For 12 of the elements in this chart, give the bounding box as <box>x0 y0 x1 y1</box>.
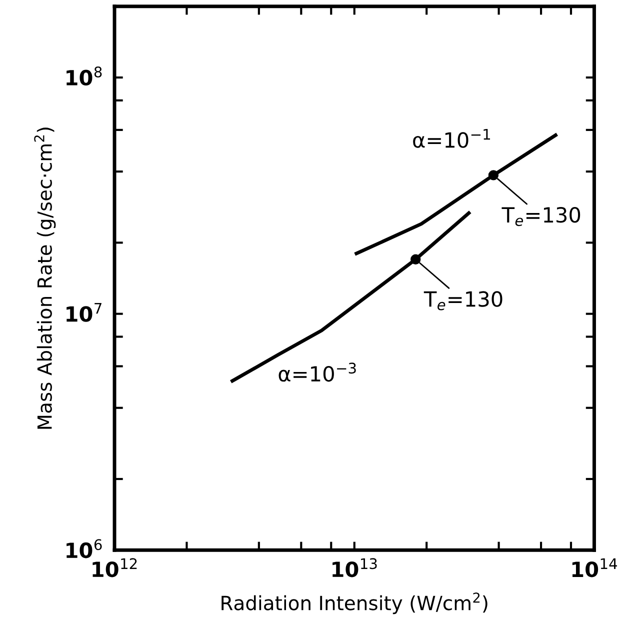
y-tick-label: 10$^{6}$ <box>66 539 102 558</box>
x-axis-title: Radiation Intensity (W/cm$^{2}$) <box>222 592 488 614</box>
annotation: α=10$^{−1}$ <box>413 128 490 148</box>
annotation: T$_{e}$=130 <box>502 206 580 226</box>
y-tick-label: 10$^{7}$ <box>66 302 102 322</box>
x-tick-label: 10$^{12}$ <box>92 558 137 578</box>
x-tick-label: 10$^{14}$ <box>572 558 618 578</box>
annotation: α=10$^{−3}$ <box>278 362 356 382</box>
x-tick-label: 10$^{13}$ <box>332 558 377 578</box>
y-tick-label: 10$^{8}$ <box>66 66 102 86</box>
y-axis-title: Mass Ablation Rate (g/sec·cm$^{2}$) <box>34 128 56 429</box>
annotation: T$_{e}$=130 <box>424 291 502 310</box>
